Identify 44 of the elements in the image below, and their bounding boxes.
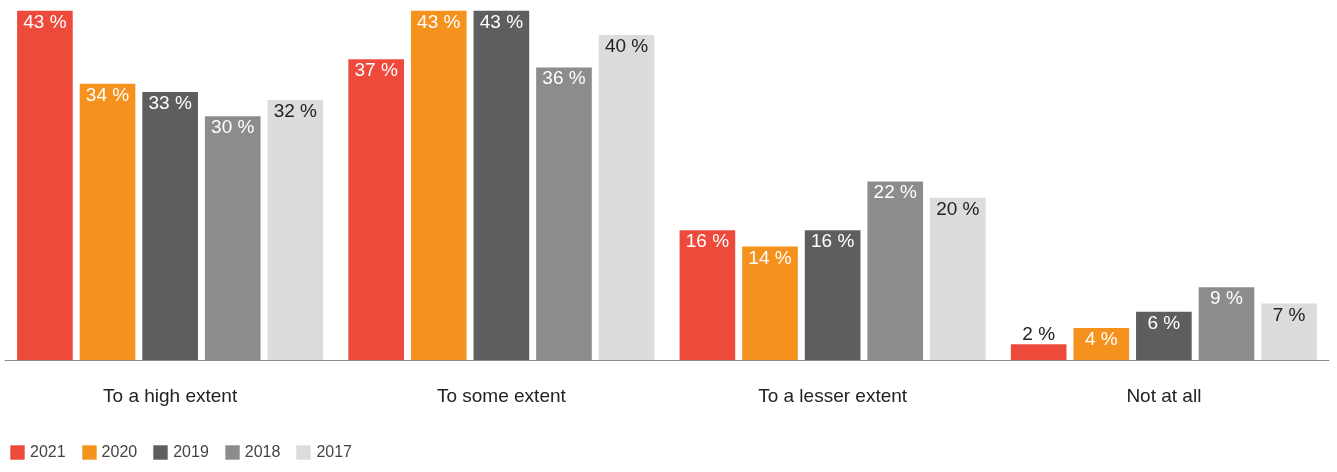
legend-label: 2019 [173,443,209,461]
data-label: 20 % [936,197,980,219]
bar [410,10,467,361]
x-tick-label: To some extent [436,384,567,406]
data-label: 32 % [273,100,318,122]
bar [679,230,736,361]
legend-label: 2018 [244,443,281,461]
legend-label: 2017 [316,443,352,461]
data-label: 36 % [542,67,586,89]
bar [142,91,198,361]
bar [267,100,324,361]
bar [742,246,798,361]
bar [473,10,530,361]
data-label: 33 % [148,91,192,113]
data-label: 22 % [873,181,917,203]
legend-label: 2021 [30,443,66,461]
data-label: 16 % [810,230,855,252]
data-label: 30 % [211,116,255,138]
bar [598,34,655,361]
bar [1010,344,1067,361]
bar [1261,303,1317,361]
data-label: 43 % [23,10,67,32]
bar [1136,311,1192,361]
bar [930,197,986,361]
data-label: 7 % [1272,303,1306,325]
bar [79,83,136,361]
bar [804,230,861,361]
x-tick-label: Not at all [1126,384,1202,406]
bar [348,59,404,361]
data-label: 43 % [479,10,524,32]
data-label: 37 % [354,59,398,81]
bar [17,10,73,361]
data-label: 40 % [604,34,649,56]
data-label: 34 % [85,83,130,105]
data-label: 43 % [417,10,461,32]
data-label: 2 % [1022,323,1056,345]
x-tick-label: To a lesser extent [758,384,908,406]
data-label: 4 % [1084,327,1118,349]
data-label: 14 % [748,246,792,268]
legend-label: 2020 [101,443,138,461]
data-label: 6 % [1147,311,1181,333]
data-label: 9 % [1210,287,1243,309]
x-tick-label: To a high extent [103,384,238,406]
data-label: 16 % [685,230,730,252]
